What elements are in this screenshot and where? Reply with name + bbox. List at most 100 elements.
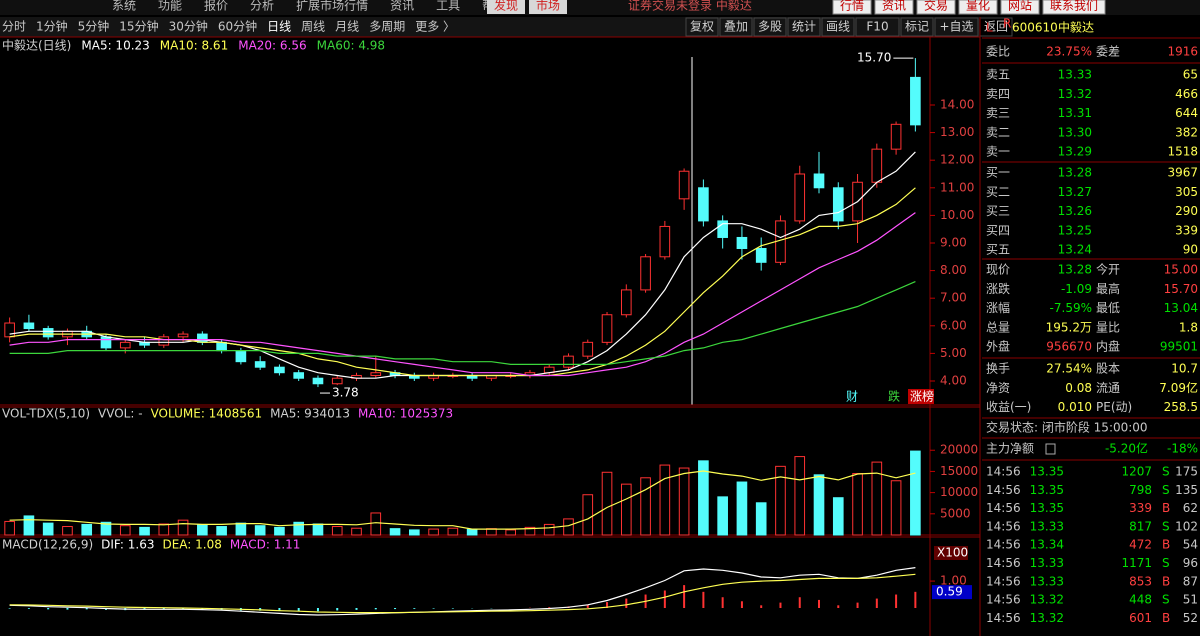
volume-bar bbox=[331, 526, 343, 536]
menu-item[interactable]: 扩展市场行情 bbox=[296, 0, 368, 13]
quote-label: 量比 bbox=[1096, 320, 1120, 334]
chart-legend: 中毅达(日线) bbox=[2, 38, 71, 53]
volume-bar bbox=[447, 527, 459, 536]
volume-bar bbox=[197, 524, 208, 536]
quote-label: 流通 bbox=[1096, 381, 1120, 395]
book-price: 13.31 bbox=[1058, 106, 1092, 120]
volume-bar bbox=[409, 529, 420, 536]
candle-body bbox=[813, 173, 825, 189]
volume-bar bbox=[235, 522, 247, 536]
quote-value: 23.75% bbox=[1046, 45, 1092, 59]
volume-bar bbox=[428, 528, 439, 536]
volume-legend: MA10: 1025373 bbox=[358, 407, 453, 421]
top-button-label[interactable]: 行情 bbox=[840, 0, 864, 13]
action-button[interactable]: 多股 bbox=[758, 20, 782, 34]
candle-body bbox=[871, 148, 883, 183]
book-volume: 466 bbox=[1175, 87, 1198, 101]
volume-bar bbox=[620, 483, 632, 536]
quote-label: 涨跌 bbox=[986, 281, 1010, 296]
volume-bar bbox=[293, 521, 305, 536]
period-tab[interactable]: 月线 bbox=[335, 20, 359, 34]
action-button[interactable]: +自选 bbox=[939, 20, 973, 34]
action-button[interactable]: F10 bbox=[866, 20, 888, 34]
action-box bbox=[900, 17, 934, 37]
volume-bar bbox=[254, 525, 266, 536]
quote-label: 最高 bbox=[1096, 281, 1120, 296]
trade-side: B bbox=[1162, 501, 1170, 515]
y-tick-label: 5.00 bbox=[940, 346, 967, 360]
volume-bar bbox=[910, 450, 921, 536]
action-button[interactable]: 叠加 bbox=[724, 20, 748, 34]
candle-body bbox=[119, 341, 131, 349]
trade-price: 13.33 bbox=[1030, 519, 1064, 533]
action-box bbox=[855, 17, 900, 37]
macd-legend: DEA: 1.08 bbox=[162, 538, 221, 552]
trade-price: 13.35 bbox=[1030, 483, 1064, 497]
menu-item[interactable]: 功能 bbox=[158, 0, 182, 13]
book-price: 13.29 bbox=[1058, 145, 1092, 159]
action-button[interactable]: 标记 bbox=[905, 20, 929, 34]
book-volume: 290 bbox=[1175, 204, 1198, 218]
trade-volume: 853 bbox=[1129, 574, 1152, 588]
center-tab[interactable]: 市场 bbox=[536, 0, 560, 13]
action-button[interactable]: 返回 bbox=[984, 20, 1008, 34]
top-button-label[interactable]: 资讯 bbox=[882, 0, 906, 13]
top-button bbox=[958, 0, 998, 15]
candle-body bbox=[890, 123, 902, 150]
menu-item[interactable]: 报价 bbox=[204, 0, 228, 13]
menu-item[interactable]: 系统 bbox=[112, 0, 136, 13]
top-button-label[interactable]: 交易 bbox=[924, 0, 948, 13]
top-button bbox=[916, 0, 956, 15]
top-button-label[interactable]: 联系我们 bbox=[1050, 0, 1098, 13]
action-button[interactable]: 画线 bbox=[826, 20, 850, 34]
period-tab[interactable]: 30分钟 bbox=[169, 19, 208, 34]
period-tab[interactable]: 分时 bbox=[2, 20, 26, 34]
period-tab[interactable]: 1分钟 bbox=[36, 19, 68, 34]
volume-bar bbox=[543, 523, 555, 536]
current-box bbox=[932, 585, 972, 600]
volume-bar bbox=[177, 519, 189, 536]
candle-body bbox=[717, 220, 728, 238]
quote-value: 956670 bbox=[1046, 340, 1092, 354]
y-tick-label: 8.00 bbox=[940, 263, 967, 277]
center-tab[interactable]: 发现 bbox=[494, 0, 518, 13]
y-tick-label: 5000 bbox=[940, 506, 971, 520]
quote-label: PE(动) bbox=[1096, 400, 1132, 414]
period-tab[interactable]: 日线 bbox=[267, 20, 291, 34]
period-tab[interactable]: 周线 bbox=[301, 20, 325, 34]
period-tab[interactable]: 15分钟 bbox=[119, 19, 158, 34]
top-button-label[interactable]: 量化 bbox=[966, 0, 990, 13]
period-tab[interactable]: 60分钟 bbox=[218, 19, 257, 34]
period-tab[interactable]: 更多 〉 bbox=[415, 20, 455, 34]
quote-label: 委差 bbox=[1096, 45, 1120, 59]
volume-bar bbox=[389, 528, 401, 536]
y-tick-label: 15000 bbox=[940, 464, 978, 478]
candle-body bbox=[254, 361, 266, 368]
book-price: 13.33 bbox=[1058, 68, 1092, 82]
top-button-label[interactable]: 网站 bbox=[1008, 0, 1032, 13]
period-tab[interactable]: 多周期 bbox=[369, 20, 405, 34]
indicator-line bbox=[9, 212, 916, 377]
trade-count: 96 bbox=[1183, 556, 1198, 570]
quote-value: -1.09 bbox=[1061, 282, 1092, 296]
quote-label: 外盘 bbox=[986, 339, 1010, 354]
period-tab[interactable]: 5分钟 bbox=[78, 19, 110, 34]
book-price: 13.24 bbox=[1058, 243, 1092, 257]
chart-legend: MA20: 6.56 bbox=[238, 39, 306, 53]
action-button[interactable]: 统计 bbox=[792, 20, 816, 34]
book-price: 13.25 bbox=[1058, 223, 1092, 237]
indicator-line bbox=[9, 281, 916, 365]
book-label: 卖一 bbox=[986, 145, 1010, 159]
book-label: 卖四 bbox=[986, 87, 1010, 101]
action-button[interactable]: 复权 bbox=[690, 20, 714, 34]
macd-legend: DIF: 1.63 bbox=[101, 538, 154, 552]
trade-price: 13.32 bbox=[1030, 593, 1064, 607]
menu-item[interactable]: 资讯 bbox=[390, 0, 414, 13]
menu-item[interactable]: 分析 bbox=[250, 0, 274, 13]
action-box bbox=[753, 17, 787, 37]
menu-item[interactable]: 工具 bbox=[436, 0, 460, 13]
volume-bar bbox=[582, 494, 594, 536]
volume-bar bbox=[505, 529, 516, 536]
action-box bbox=[685, 17, 719, 37]
trade-time: 14:56 bbox=[986, 538, 1021, 552]
